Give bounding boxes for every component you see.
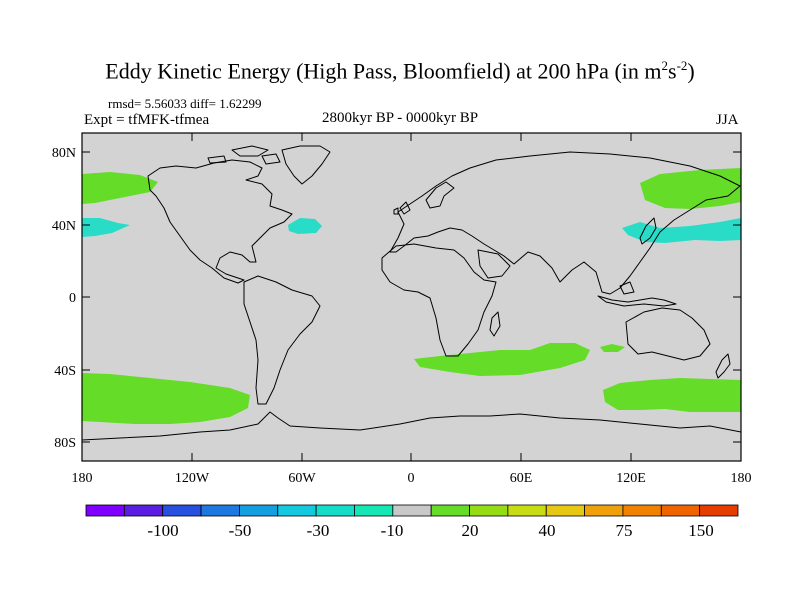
colorbar-swatch <box>622 504 662 517</box>
coastline-japan <box>639 217 657 245</box>
map-title: Eddy Kinetic Energy (High Pass, Bloomfie… <box>105 58 695 84</box>
colorbar-label: -30 <box>307 521 330 540</box>
coastline-greenland <box>281 145 331 185</box>
colorbar-swatch <box>315 504 355 517</box>
anomaly-negative-n-atlantic <box>288 218 322 234</box>
colorbar-swatch <box>507 504 547 517</box>
colorbar-swatch <box>162 504 202 517</box>
colorbar-swatch <box>123 504 164 517</box>
stats-line: rmsd= 5.56033 diff= 1.62299 <box>108 96 262 111</box>
lat-label: 40S <box>54 364 76 379</box>
colorbar-swatch <box>469 504 509 517</box>
colorbar-swatch <box>699 504 739 517</box>
anomaly-positive-southern-ocean <box>414 343 590 376</box>
colorbar-label: 150 <box>688 521 714 540</box>
lat-label: 80S <box>54 436 76 451</box>
colorbar-label: 75 <box>616 521 633 540</box>
anomaly-positive-s-pacific-east <box>603 378 741 412</box>
coastline-antarctica <box>81 411 742 441</box>
coastline-british-isles <box>393 201 411 215</box>
colorbar-swatch <box>200 504 240 517</box>
colorbar-swatch <box>584 504 624 517</box>
anomaly-negative-nw-pacific <box>622 218 741 243</box>
anomaly-positive-s-indian-small <box>600 344 625 352</box>
coastline-arabia <box>477 249 511 279</box>
coastline-madagascar <box>489 311 501 337</box>
lon-label: 0 <box>408 471 415 486</box>
lon-label: 120E <box>616 471 646 486</box>
lon-ticks <box>191 133 632 461</box>
colorbar-label: -50 <box>229 521 252 540</box>
colorbar-label: -10 <box>381 521 404 540</box>
anomaly-positive-n-pacific-east <box>640 168 741 209</box>
colorbar-label: -100 <box>147 521 178 540</box>
coastline-north-america <box>147 159 293 284</box>
anomaly-positive-n-pacific-west <box>82 172 158 204</box>
experiment-label: Expt = tfMFK-tfmea <box>84 112 210 128</box>
colorbar-swatch <box>392 504 432 517</box>
colorbar-swatch <box>85 504 125 517</box>
colorbar-labels: -100 -50 -30 -10 20 40 75 150 <box>147 521 713 540</box>
coastline-new-zealand <box>715 353 731 379</box>
colorbar-swatch <box>354 504 394 517</box>
coastlines <box>81 145 742 441</box>
lat-ticks <box>82 151 741 443</box>
coastline-australia <box>625 307 711 361</box>
colorbar-swatch <box>545 504 585 517</box>
colorbar-label: 40 <box>539 521 556 540</box>
colorbar-swatch <box>239 504 279 517</box>
lon-label: 60E <box>510 471 533 486</box>
lon-label: 60W <box>288 471 316 486</box>
lon-labels: 180 120W 60W 0 60E 120E 180 <box>72 471 752 486</box>
colorbar-swatch <box>277 504 317 517</box>
anomaly-fields <box>82 168 741 424</box>
lon-label: 180 <box>72 471 93 486</box>
lon-label: 120W <box>175 471 210 486</box>
colorbar-label: 20 <box>462 521 479 540</box>
coastline-scandinavia <box>425 181 455 209</box>
coastline-africa <box>381 243 497 357</box>
colorbar <box>85 504 739 517</box>
coastline-south-america <box>243 275 321 405</box>
anomaly-positive-s-pacific-west <box>82 373 250 424</box>
coastline-arctic-islands <box>207 145 281 165</box>
lat-label: 40N <box>52 219 76 234</box>
lat-labels: 80N 40N 0 40S 80S <box>52 146 76 451</box>
anomaly-negative-n-pacific-west <box>82 218 130 237</box>
coastline-eurasia <box>389 151 741 295</box>
season-label: JJA <box>716 112 739 128</box>
coastline-indonesia <box>597 281 677 307</box>
colorbar-swatch <box>660 504 701 517</box>
lat-label: 0 <box>69 291 76 306</box>
lat-label: 80N <box>52 146 76 161</box>
period-label: 2800kyr BP - 0000kyr BP <box>322 110 479 126</box>
lon-label: 180 <box>731 471 752 486</box>
colorbar-swatch <box>430 504 470 517</box>
